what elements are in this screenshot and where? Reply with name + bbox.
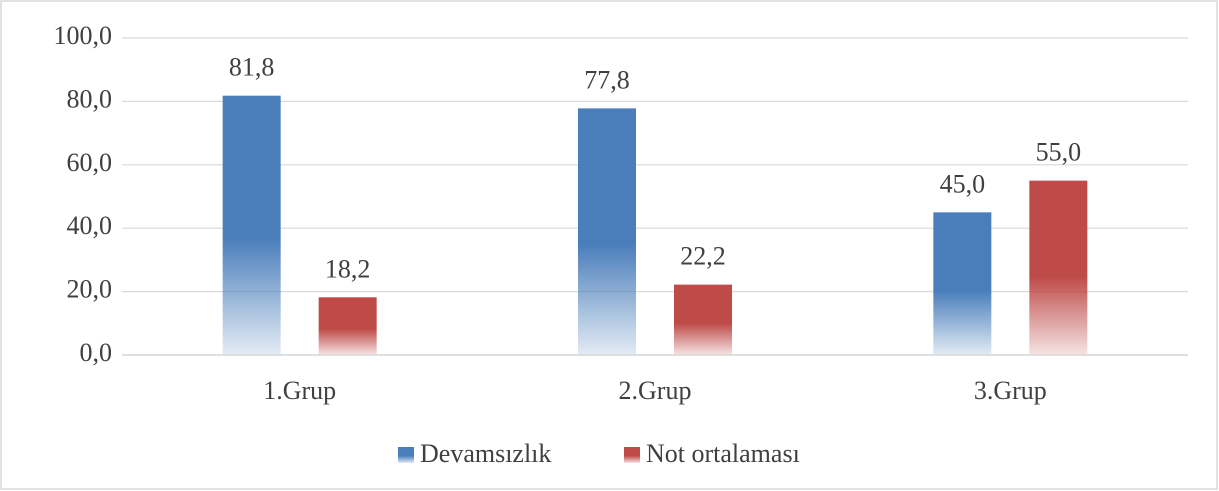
data-label: 55,0	[1036, 138, 1082, 167]
x-tick-label: 1.Grup	[263, 376, 336, 405]
y-tick-label: 100,0	[54, 21, 113, 50]
y-tick-label: 20,0	[67, 275, 113, 304]
legend-label: Not ortalaması	[646, 439, 800, 468]
x-tick-label: 2.Grup	[619, 376, 692, 405]
legend-label: Devamsızlık	[420, 439, 551, 468]
data-label: 45,0	[940, 169, 986, 198]
bar	[1029, 180, 1088, 355]
y-tick-label: 40,0	[67, 211, 113, 240]
data-label: 18,2	[325, 254, 371, 283]
y-tick-label: 80,0	[67, 84, 113, 113]
bar	[318, 297, 377, 355]
bar	[578, 108, 636, 356]
bar	[933, 212, 992, 355]
y-tick-label: 0,0	[80, 338, 113, 367]
legend-swatch	[624, 447, 640, 463]
data-label: 22,2	[680, 242, 726, 271]
bar	[674, 284, 732, 355]
data-label: 77,8	[584, 65, 630, 94]
bar	[222, 95, 281, 355]
y-tick-label: 60,0	[67, 148, 113, 177]
data-label: 81,8	[229, 53, 275, 82]
x-tick-label: 3.Grup	[974, 376, 1047, 405]
legend-swatch	[398, 447, 414, 463]
